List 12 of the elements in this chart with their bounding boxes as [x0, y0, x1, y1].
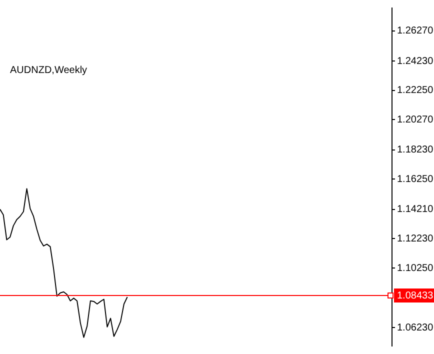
y-tick-label: 1.10250	[397, 262, 434, 274]
y-tick-label: 1.14210	[397, 204, 434, 216]
y-tick-label: 1.16250	[397, 174, 434, 185]
y-tick-label: 1.26270	[397, 26, 434, 37]
ref-line-label: 1.08433	[397, 290, 434, 302]
y-tick-label: 1.22250	[397, 85, 434, 96]
y-tick-label: 1.06230	[397, 322, 434, 334]
y-tick-label: 1.12230	[397, 233, 434, 244]
y-tick-label: 1.24230	[397, 56, 434, 67]
y-tick-label: 1.20270	[397, 114, 434, 126]
y-tick-label: 1.18230	[397, 144, 434, 156]
text: AUDNZD,Weekly	[10, 64, 88, 76]
